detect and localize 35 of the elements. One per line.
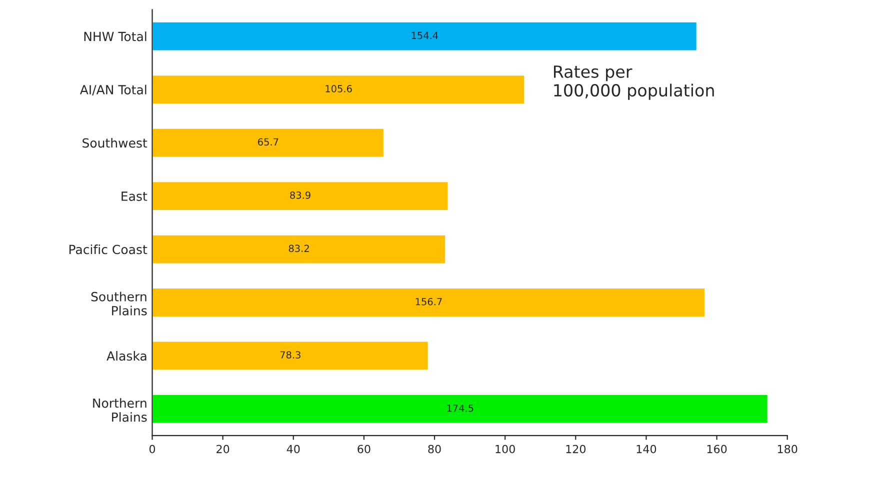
- bar: [152, 287, 706, 318]
- data-label: 83.2: [288, 244, 309, 252]
- annotation: Rates per 100,000 population: [554, 66, 714, 100]
- x-tick-label: 100: [496, 444, 515, 454]
- x-tick-label: 120: [566, 444, 586, 454]
- y-tick-label: Southern Plains: [91, 292, 147, 316]
- y-tick-label: East: [122, 192, 148, 201]
- data-label: 65.7: [258, 138, 278, 146]
- y-tick-label: Northern Plains: [93, 398, 147, 422]
- x-tick-label: 80: [428, 444, 441, 454]
- data-label: 156.7: [416, 298, 442, 306]
- bar: [152, 74, 526, 105]
- x-tick-label: 180: [778, 444, 798, 454]
- y-tick-label: AI/AN Total: [80, 84, 146, 96]
- bar: [152, 180, 449, 212]
- bar: [152, 234, 446, 265]
- bar: [152, 340, 430, 372]
- x-tick-label: 0: [149, 444, 156, 454]
- y-tick-label: Southwest: [82, 138, 148, 148]
- data-label: 174.5: [447, 404, 474, 412]
- data-label: 83.9: [290, 191, 310, 199]
- y-tick-label: Alaska: [106, 350, 146, 361]
- x-tick-label: 140: [636, 444, 656, 454]
- x-tick-label: 60: [358, 444, 370, 454]
- bar: [152, 394, 769, 424]
- data-label: 78.3: [280, 351, 300, 359]
- data-label: 154.4: [412, 32, 438, 40]
- x-tick-label: 20: [216, 444, 230, 454]
- bar: [152, 20, 698, 52]
- y-tick-label: NHW Total: [84, 32, 146, 42]
- x-tick-label: 40: [286, 444, 300, 454]
- data-label: 105.6: [326, 85, 352, 92]
- x-tick-label: 160: [707, 444, 727, 454]
- y-tick-label: Pacific Coast: [69, 244, 148, 254]
- bar: [152, 127, 385, 158]
